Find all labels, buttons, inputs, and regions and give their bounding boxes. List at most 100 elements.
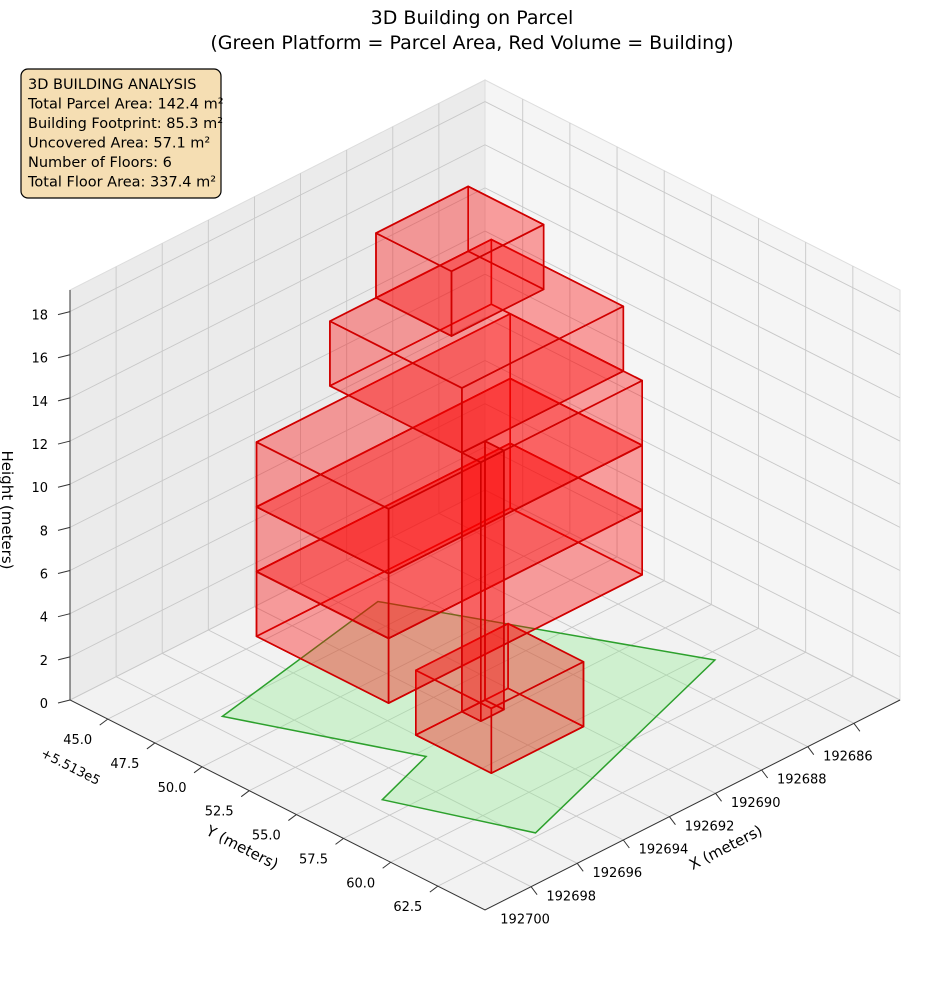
axis-line <box>69 290 901 911</box>
z-tick-label: 18 <box>31 309 48 324</box>
z-tick-mark <box>57 311 71 316</box>
y-tick-mark <box>288 814 297 821</box>
z-tick-mark <box>57 699 71 704</box>
grid-line <box>484 360 901 571</box>
z-tick-label: 12 <box>31 438 48 453</box>
grid-line <box>484 446 901 658</box>
y-tick-mark <box>146 742 156 750</box>
x-tick-mark <box>807 746 815 755</box>
info-line: Uncovered Area: 57.1 m² <box>28 136 210 152</box>
info-line: Total Parcel Area: 142.4 m² <box>27 97 224 113</box>
grid-line <box>69 230 486 442</box>
grid-line <box>162 652 578 864</box>
z-tick-mark <box>57 526 71 531</box>
z-tick-mark <box>57 483 71 488</box>
y-tick-label: 55.0 <box>252 829 281 844</box>
y-tick-label: 50.0 <box>158 781 187 796</box>
x-tick-label: 192698 <box>546 889 596 904</box>
grid-line <box>115 676 532 888</box>
z-tick-label: 4 <box>40 611 48 626</box>
info-line: Total Floor Area: 337.4 m² <box>27 175 216 191</box>
x-tick-label: 192694 <box>639 843 689 858</box>
grid-line <box>437 675 854 887</box>
y-tick-mark <box>240 790 250 798</box>
grid-line <box>69 101 486 312</box>
y-tick-mark <box>193 766 203 774</box>
z-tick-label: 0 <box>40 697 48 712</box>
grid-line <box>484 101 901 312</box>
z-tick-mark <box>57 613 71 618</box>
grid-line <box>346 559 762 771</box>
grid-line <box>201 556 618 768</box>
x-tick-label: 192696 <box>593 866 643 881</box>
grid-line <box>69 403 486 615</box>
z-tick-mark <box>57 440 71 445</box>
grid-line <box>249 580 665 792</box>
building-box <box>375 185 545 337</box>
info-line: 3D BUILDING ANALYSIS <box>28 77 196 93</box>
building-box <box>461 440 505 723</box>
grid-line <box>69 187 486 399</box>
grid-line <box>154 532 571 744</box>
z-tick-mark <box>57 570 71 575</box>
box-face <box>479 449 505 723</box>
z-tick-mark <box>57 656 71 661</box>
building-box <box>329 238 625 454</box>
x-tick-label: 192688 <box>777 773 827 788</box>
y-tick-label: 45.0 <box>63 733 92 748</box>
chart-title: 3D Building on Parcel <box>371 7 574 29</box>
info-box: 3D BUILDING ANALYSIS Total Parcel Area: 1… <box>20 68 224 199</box>
z-tick-mark <box>57 397 71 402</box>
grid-line <box>484 489 901 701</box>
box-face <box>375 185 545 273</box>
y-tick-mark <box>335 838 344 845</box>
z-tick-label: 6 <box>40 568 48 583</box>
x-tick-mark <box>669 816 676 825</box>
z-tick-mark <box>57 354 71 359</box>
info-line: Number of Floors: 6 <box>28 155 172 171</box>
y-tick-label: 52.5 <box>205 805 234 820</box>
z-tick-label: 14 <box>31 395 48 410</box>
chart-subtitle: (Green Platform = Parcel Area, Red Volum… <box>210 32 733 54</box>
info-box-background <box>20 68 222 199</box>
z-tick-label: 16 <box>31 352 48 367</box>
info-line: Building Footprint: 85.3 m² <box>28 116 223 132</box>
box-face <box>414 622 585 710</box>
x-tick-label: 192700 <box>500 913 550 928</box>
grid-line <box>69 144 486 356</box>
x-tick-label: 192692 <box>685 819 735 834</box>
grid-line <box>69 360 486 571</box>
y-tick-mark <box>382 861 391 869</box>
x-tick-mark <box>622 839 630 849</box>
y-tick-mark <box>99 718 109 726</box>
grid-line <box>484 187 901 399</box>
y-tick-label: 60.0 <box>346 876 375 891</box>
x-tick-label: 192686 <box>823 749 873 764</box>
x-tick-mark <box>576 863 584 872</box>
grid-line <box>69 489 486 701</box>
parcel-area <box>220 600 717 834</box>
z-axis-label: Height (meters) <box>0 451 16 570</box>
z-tick-label: 2 <box>40 654 48 669</box>
y-tick-mark <box>429 885 439 893</box>
grid-line <box>484 144 901 356</box>
grid-line <box>343 628 759 839</box>
building-box <box>255 377 644 640</box>
grid-line <box>107 508 523 720</box>
x-tick-mark <box>715 793 722 802</box>
grid-line <box>484 230 901 442</box>
grid-line <box>69 316 486 528</box>
z-tick-label: 8 <box>40 524 48 539</box>
z-tick-label: 10 <box>31 481 48 496</box>
x-tick-mark <box>530 886 538 895</box>
y-tick-label: 62.5 <box>393 900 422 915</box>
grid-line <box>69 446 486 658</box>
grid-line <box>390 651 806 863</box>
grid-line <box>69 273 486 485</box>
grid-line <box>484 403 901 615</box>
x-tick-mark <box>761 769 769 779</box>
y-tick-label: 57.5 <box>299 852 328 867</box>
grid-line <box>484 273 901 485</box>
grid-line <box>484 316 901 528</box>
